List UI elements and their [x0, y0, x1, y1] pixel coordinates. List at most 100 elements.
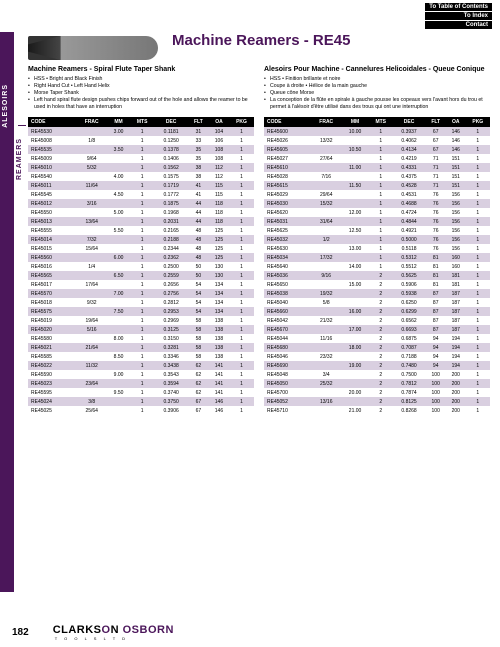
- cell: 48: [188, 244, 209, 253]
- cell: [76, 226, 107, 235]
- cell: 7/16: [311, 172, 341, 181]
- cell: 106: [209, 136, 229, 145]
- cell: RE45011: [28, 181, 76, 190]
- cell: 1: [466, 163, 490, 172]
- table-row: RE455909.0010.3543621411: [28, 370, 254, 379]
- cell: RE45580: [28, 334, 76, 343]
- cell: 62: [188, 379, 209, 388]
- cell: 1: [466, 343, 490, 352]
- table-row: RE450405/820.6250871871: [264, 298, 490, 307]
- cell: RE45010: [28, 163, 76, 172]
- left-column: Machine Reamers - Spiral Flute Taper Sha…: [28, 66, 254, 415]
- table-row: RE450189/3210.2812541341: [28, 298, 254, 307]
- cell: 9.50: [107, 388, 130, 397]
- table-row: RE450287/1610.4375711511: [264, 172, 490, 181]
- cell: 12.50: [341, 226, 369, 235]
- cell: RE45530: [28, 127, 76, 136]
- cell: RE45052: [264, 397, 311, 406]
- cell: 0.3438: [154, 361, 188, 370]
- cell: 1: [369, 127, 393, 136]
- cell: 6.50: [107, 271, 130, 280]
- cell: 1: [130, 379, 154, 388]
- cell: 87: [425, 298, 445, 307]
- cell: 76: [425, 235, 445, 244]
- cell: 1: [369, 154, 393, 163]
- cell: 17/64: [76, 280, 107, 289]
- cell: 146: [446, 127, 466, 136]
- link-contact[interactable]: Contact: [425, 21, 492, 29]
- table-row: RE4501111/6410.1719411151: [28, 181, 254, 190]
- col-header: MTS: [369, 117, 393, 127]
- col-header: PKG: [466, 117, 490, 127]
- cell: [311, 145, 341, 154]
- cell: 20.00: [341, 388, 369, 397]
- table-row: RE455656.5010.2559501301: [28, 271, 254, 280]
- cell: 1: [130, 226, 154, 235]
- bullet-item: Left hand spiral flute design pushes chi…: [28, 97, 254, 111]
- cell: 7/32: [76, 235, 107, 244]
- col-header: OA: [446, 117, 466, 127]
- cell: [76, 289, 107, 298]
- link-toc[interactable]: To Table of Contents: [425, 3, 492, 11]
- col-header: FLT: [425, 117, 445, 127]
- cell: 100: [425, 388, 445, 397]
- cell: 58: [188, 325, 209, 334]
- cell: [341, 370, 369, 379]
- table-row: RE4502323/6410.3594621411: [28, 379, 254, 388]
- cell: 1: [466, 325, 490, 334]
- table-row: RE455505.0010.1968441181: [28, 208, 254, 217]
- cell: 0.3594: [154, 379, 188, 388]
- cell: 29/64: [311, 190, 341, 199]
- cell: 1: [369, 235, 393, 244]
- cell: 7.50: [107, 307, 130, 316]
- table-row: RE455757.5010.2953541341: [28, 307, 254, 316]
- side-separator: [18, 125, 26, 126]
- cell: 1: [130, 181, 154, 190]
- cell: [76, 271, 107, 280]
- cell: 1: [130, 190, 154, 199]
- cell: 146: [446, 136, 466, 145]
- right-table: CODEFRACMMMTSDECFLTOAPKG RE4560010.0010.…: [264, 117, 490, 415]
- table-row: RE4567017.0020.6693871871: [264, 325, 490, 334]
- cell: RE45620: [264, 208, 311, 217]
- cell: 87: [425, 307, 445, 316]
- cell: [311, 163, 341, 172]
- cell: 76: [425, 226, 445, 235]
- cell: RE45550: [28, 208, 76, 217]
- cell: [107, 325, 130, 334]
- table-row: RE455303.0010.1181311041: [28, 127, 254, 136]
- cell: [107, 244, 130, 253]
- link-index[interactable]: To Index: [425, 12, 492, 20]
- cell: 118: [209, 217, 229, 226]
- cell: 1: [229, 307, 254, 316]
- cell: 1: [130, 406, 154, 415]
- cell: 0.4528: [393, 181, 426, 190]
- cell: 67: [425, 136, 445, 145]
- cell: 1: [369, 163, 393, 172]
- cell: 138: [209, 316, 229, 325]
- cell: 10.00: [341, 127, 369, 136]
- bullet-item: HSS • Finition brillante et noire: [264, 76, 490, 83]
- cell: 44: [188, 217, 209, 226]
- table-row: RE4561511.5010.4528711511: [264, 181, 490, 190]
- cell: [311, 325, 341, 334]
- cell: 1: [130, 325, 154, 334]
- cell: 15.00: [341, 280, 369, 289]
- cell: RE45680: [264, 343, 311, 352]
- cell: 1: [130, 163, 154, 172]
- cell: 1: [130, 307, 154, 316]
- cell: 41: [188, 181, 209, 190]
- cell: 0.3906: [154, 406, 188, 415]
- cell: 1: [229, 127, 254, 136]
- table-row: RE4503131/6410.4844761561: [264, 217, 490, 226]
- cell: 1: [466, 361, 490, 370]
- table-row: RE450081/810.1250331061: [28, 136, 254, 145]
- cell: 1: [229, 316, 254, 325]
- cell: [341, 271, 369, 280]
- cell: [76, 208, 107, 217]
- cell: 1: [466, 388, 490, 397]
- cell: 146: [209, 406, 229, 415]
- cell: 1: [466, 280, 490, 289]
- cell: 0.2362: [154, 253, 188, 262]
- cell: 0.5312: [393, 253, 426, 262]
